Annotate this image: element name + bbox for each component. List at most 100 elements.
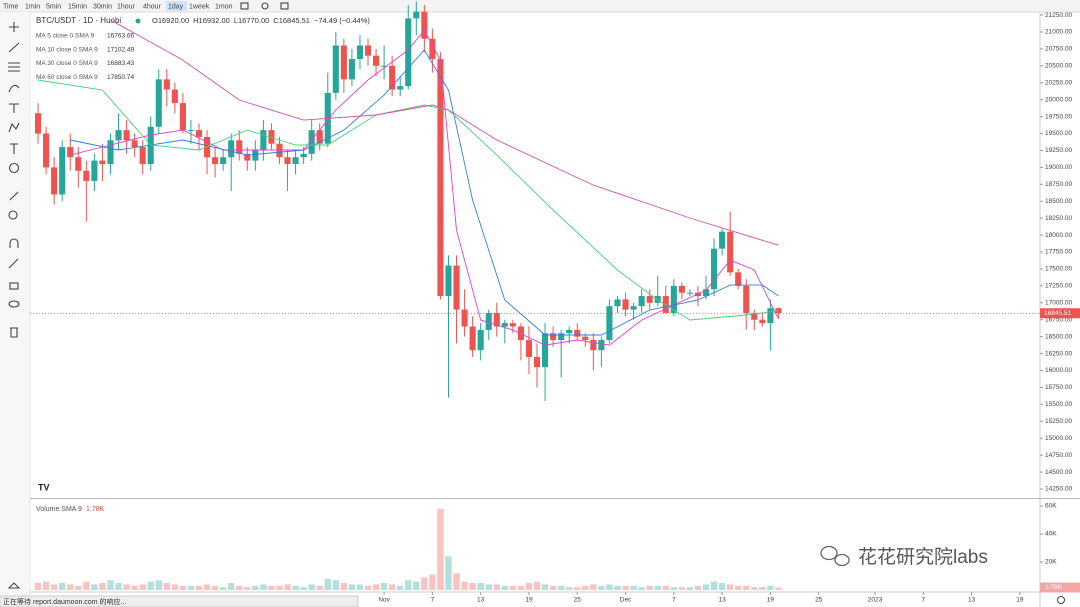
visibility-tool[interactable] bbox=[8, 300, 20, 308]
candle-body bbox=[83, 170, 90, 181]
interval-button[interactable]: 1min bbox=[25, 3, 40, 10]
text-tool[interactable] bbox=[9, 103, 19, 113]
symbol-title: BTC/USDT · 1D · Huobi bbox=[36, 16, 121, 25]
candle-body bbox=[364, 45, 372, 56]
interval-button[interactable]: 15min bbox=[68, 3, 87, 10]
candle-body bbox=[316, 130, 323, 144]
interval-button[interactable]: 4hour bbox=[143, 3, 162, 10]
interval-button[interactable]: 1week bbox=[189, 3, 210, 10]
ruler-tool[interactable] bbox=[9, 191, 19, 201]
interval-button[interactable]: Time bbox=[3, 3, 18, 10]
y-tick-label: 15000.00 bbox=[1045, 435, 1072, 442]
candle-body bbox=[123, 130, 130, 141]
settings-icon[interactable] bbox=[261, 2, 269, 10]
volume-bar bbox=[549, 585, 557, 590]
volume-bar bbox=[606, 584, 613, 590]
emoji-tool[interactable] bbox=[8, 162, 20, 174]
interval-button[interactable]: 30min bbox=[93, 3, 112, 10]
candle-body bbox=[372, 55, 380, 66]
ma-line bbox=[37, 79, 779, 321]
candle-body bbox=[775, 308, 782, 314]
x-tick-label: 19 bbox=[1016, 597, 1024, 604]
volume-bar bbox=[670, 587, 678, 590]
candle-body bbox=[75, 157, 82, 171]
volume-tick-label: 60K bbox=[1045, 503, 1057, 510]
legend-value: 17850.74 bbox=[107, 74, 134, 81]
y-tick-label: 14750.00 bbox=[1045, 452, 1072, 459]
candle-body bbox=[34, 113, 42, 134]
candle-body bbox=[751, 312, 758, 320]
status-bar bbox=[0, 595, 359, 607]
prediction-tool[interactable] bbox=[10, 143, 18, 154]
volume-bar bbox=[517, 585, 525, 590]
magnet-tool[interactable] bbox=[9, 238, 19, 248]
camera-icon[interactable] bbox=[280, 2, 289, 10]
volume-bar bbox=[356, 584, 364, 590]
volume-bar bbox=[187, 585, 195, 590]
interval-button[interactable]: 5min bbox=[46, 3, 61, 10]
volume-bar bbox=[726, 584, 734, 590]
legend-name: MA 10 close 0 SMA 9 bbox=[36, 46, 98, 53]
fib-tool[interactable] bbox=[8, 62, 20, 72]
volume-bar bbox=[244, 587, 251, 590]
candle-body bbox=[236, 140, 243, 154]
pattern-tool[interactable] bbox=[8, 122, 20, 133]
lock-tool[interactable] bbox=[9, 282, 19, 290]
volume-bar bbox=[509, 585, 517, 590]
interval-button[interactable]: 1hour bbox=[117, 3, 136, 10]
candle-body bbox=[131, 140, 138, 148]
volume-bar bbox=[565, 587, 573, 590]
volume-bar bbox=[557, 585, 565, 590]
volume-bar bbox=[710, 581, 718, 590]
volume-bar bbox=[42, 581, 50, 590]
volume-bar bbox=[734, 585, 742, 590]
volume-bar bbox=[686, 587, 694, 590]
volume-bar bbox=[718, 583, 726, 590]
volume-bar bbox=[211, 585, 219, 590]
layers-tool[interactable] bbox=[7, 582, 21, 589]
compare-icon[interactable] bbox=[240, 2, 249, 10]
y-tick-label: 18250.00 bbox=[1045, 215, 1072, 222]
volume-bar bbox=[308, 584, 315, 590]
status-text: 正在等待 report.daumoon.com 的响应... bbox=[3, 597, 126, 606]
volume-bar bbox=[219, 587, 227, 590]
lock-drawing-tool[interactable] bbox=[8, 258, 19, 269]
y-tick-label: 19500.00 bbox=[1045, 130, 1072, 137]
legend-name: MA 60 close 0 SMA 9 bbox=[36, 74, 98, 81]
candle-body bbox=[67, 147, 74, 158]
volume-bar bbox=[107, 580, 114, 590]
volume-bar bbox=[429, 574, 436, 590]
live-dot bbox=[135, 18, 141, 24]
interval-button[interactable]: 1mon bbox=[215, 3, 233, 10]
trendline-tool[interactable] bbox=[8, 42, 20, 53]
active-interval bbox=[166, 1, 187, 11]
crosshair-tool[interactable] bbox=[9, 22, 19, 32]
volume-bar bbox=[163, 583, 171, 590]
candle-body bbox=[99, 160, 106, 164]
brush-tool[interactable] bbox=[8, 84, 20, 93]
candle-body bbox=[461, 309, 468, 327]
candle-body bbox=[437, 59, 444, 297]
candle-body bbox=[678, 285, 685, 293]
x-tick-label: 25 bbox=[574, 597, 582, 604]
legend-value: 16763.66 bbox=[107, 33, 134, 40]
zoom-tool[interactable] bbox=[8, 210, 18, 220]
volume-bar bbox=[268, 585, 275, 590]
volume-bar bbox=[284, 584, 291, 590]
candle-body bbox=[711, 248, 718, 290]
volume-bar bbox=[123, 584, 130, 590]
last-price-label: 16845.51 bbox=[1044, 310, 1071, 317]
candle-body bbox=[630, 306, 637, 310]
settings-button[interactable] bbox=[1057, 596, 1065, 604]
candle-body bbox=[51, 167, 58, 195]
candle-body bbox=[115, 130, 122, 141]
volume-bar bbox=[75, 585, 82, 590]
volume-bar bbox=[702, 584, 710, 590]
x-tick-label: Dec bbox=[620, 597, 632, 604]
volume-bar bbox=[501, 585, 509, 590]
y-tick-label: 20000.00 bbox=[1045, 96, 1072, 103]
y-tick-label: 15500.00 bbox=[1045, 401, 1072, 408]
interval-button[interactable]: 1day bbox=[168, 3, 184, 10]
delete-tool[interactable] bbox=[10, 327, 18, 338]
